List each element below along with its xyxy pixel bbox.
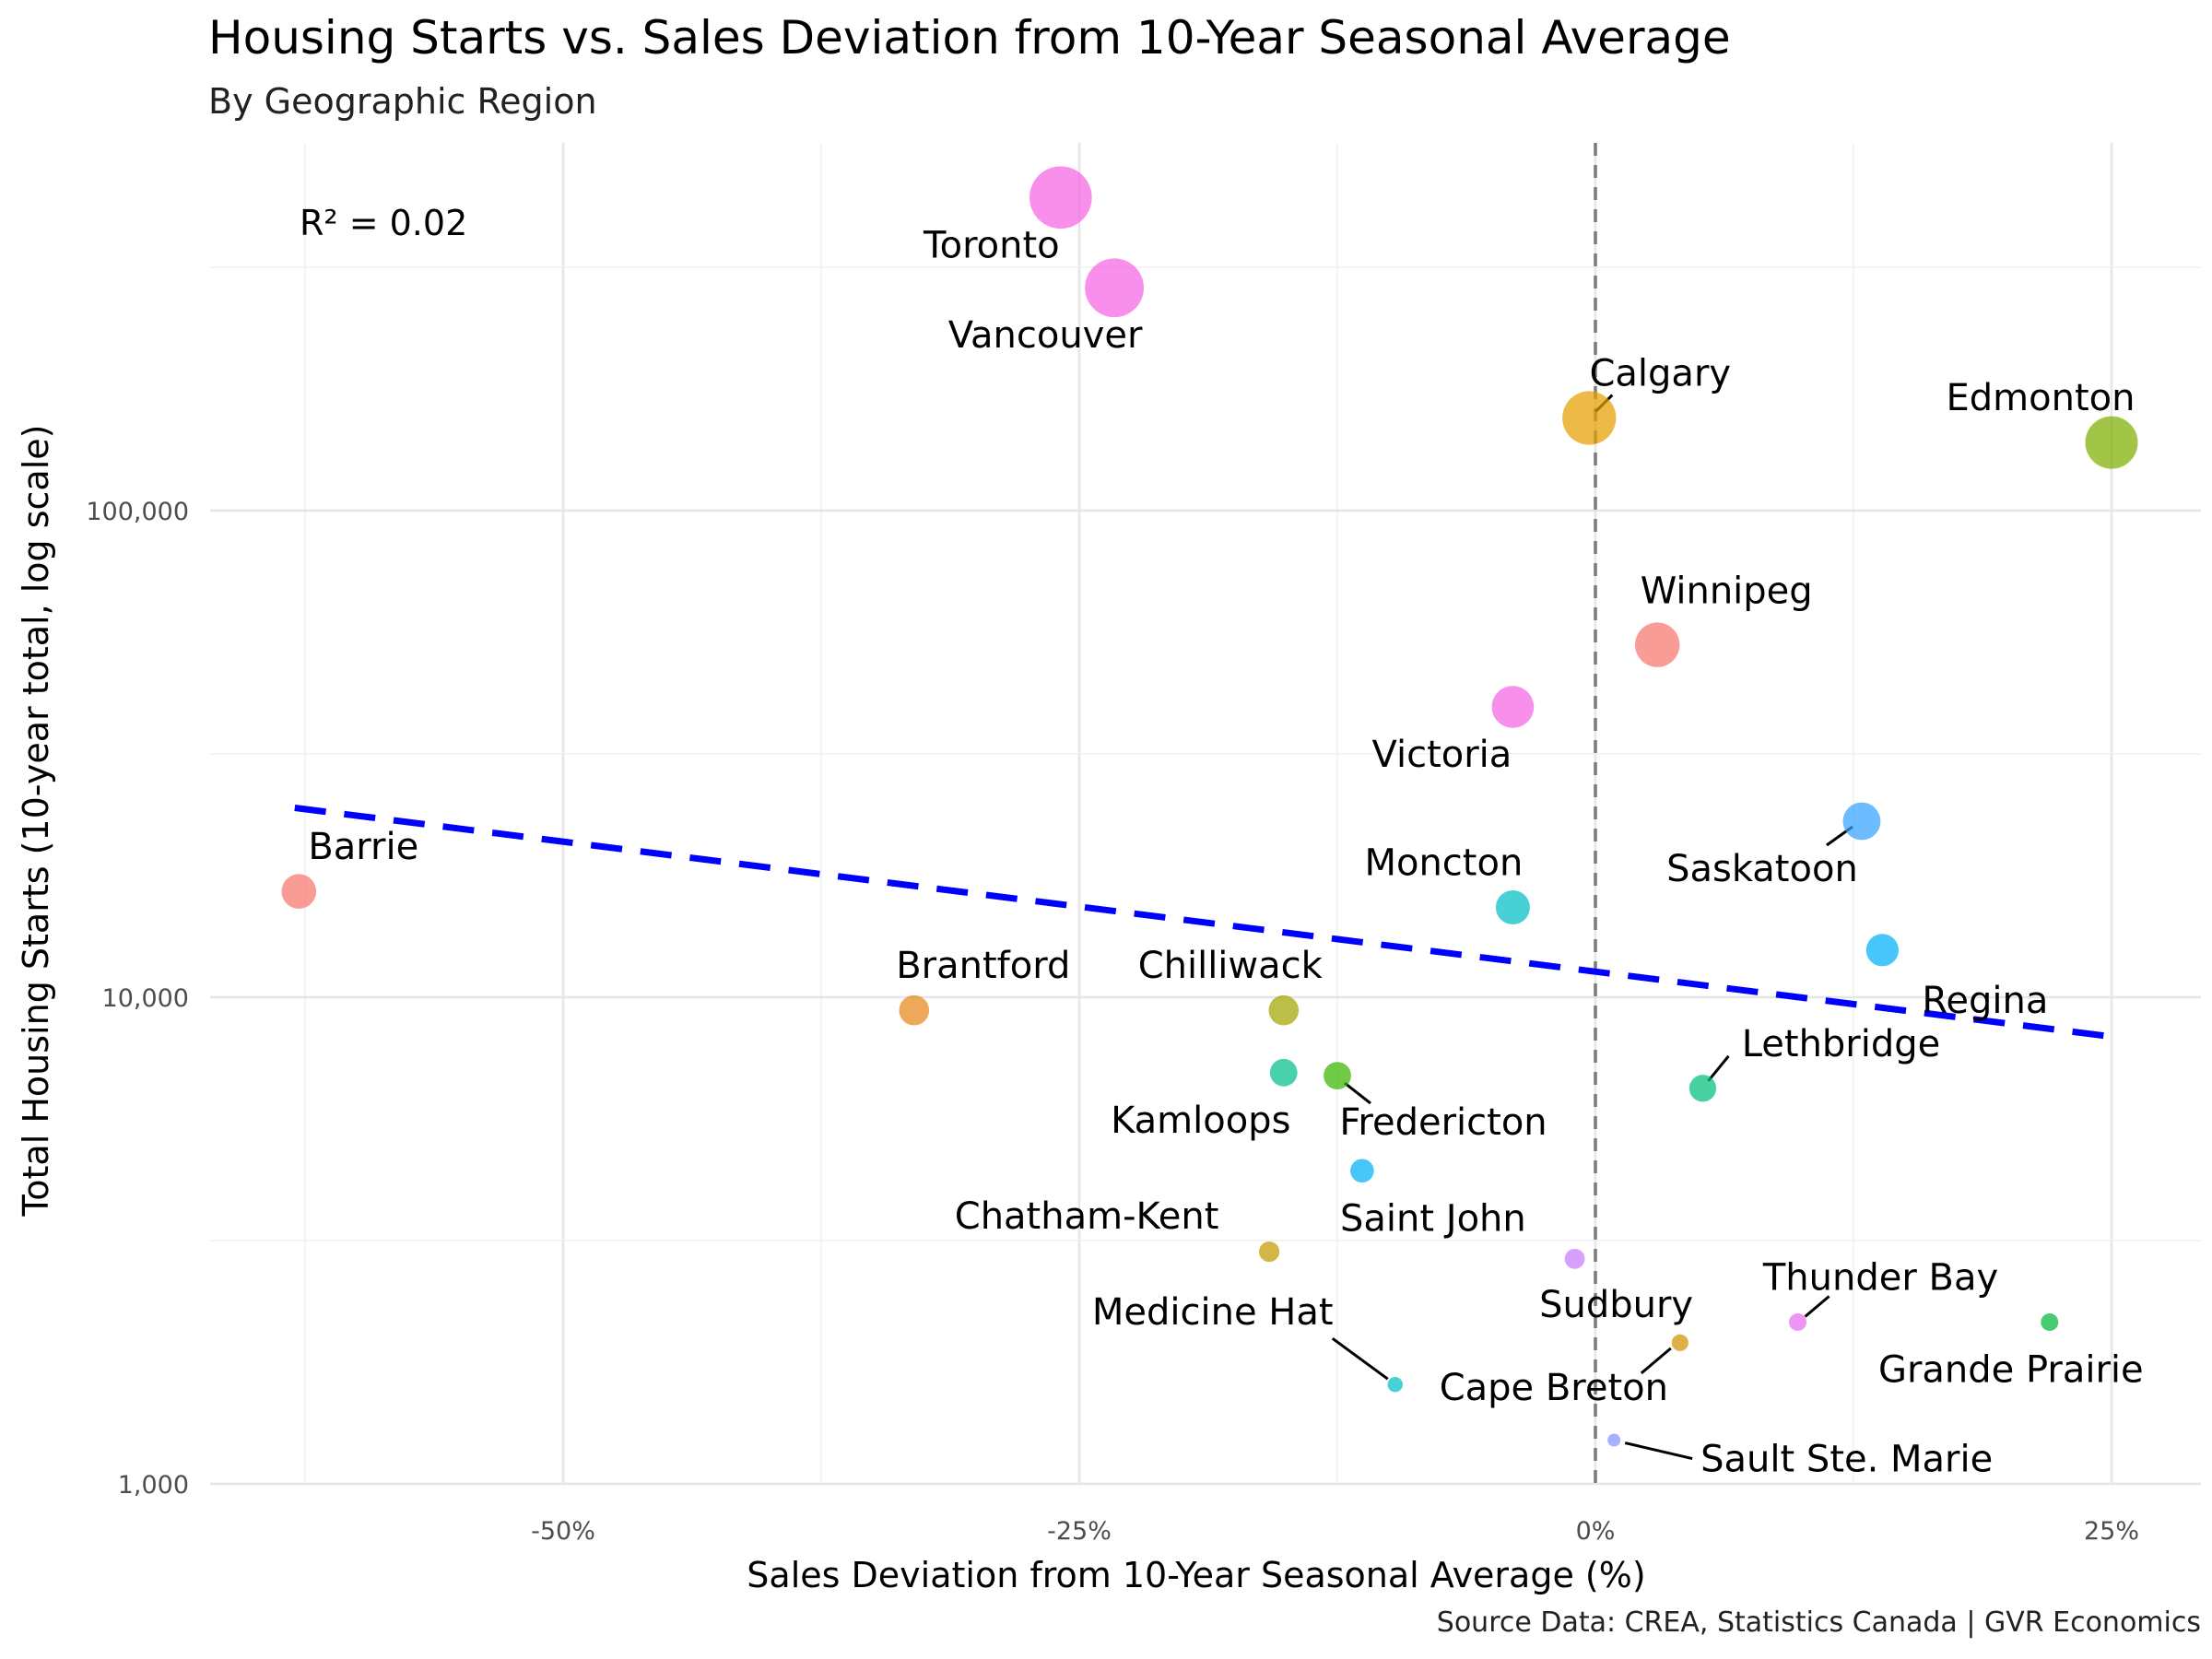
- x-tick-label: 0%: [1576, 1517, 1616, 1546]
- label-calgary: Calgary: [1589, 353, 1731, 395]
- point-saskatoon: [1842, 802, 1881, 841]
- point-lethbridge: [1688, 1075, 1717, 1102]
- y-axis-title: Total Housing Starts (10-year total, log…: [16, 425, 56, 1218]
- r-squared-annotation: R² = 0.02: [300, 203, 467, 243]
- chart-subtitle: By Geographic Region: [208, 81, 597, 122]
- point-edmonton: [2085, 416, 2138, 469]
- leader-line-sault-ste-marie: [1624, 1441, 1693, 1460]
- leader-line-cape-breton: [1640, 1347, 1672, 1375]
- label-grande-prairie: Grande Prairie: [1878, 1348, 2144, 1391]
- point-sault-ste-marie: [1607, 1433, 1621, 1447]
- point-barrie: [281, 874, 317, 909]
- x-axis-title: Sales Deviation from 10-Year Seasonal Av…: [747, 1555, 1645, 1595]
- label-saint-john: Saint John: [1340, 1197, 1526, 1240]
- point-saint-john: [1350, 1159, 1374, 1183]
- label-chatham-kent: Chatham-Kent: [955, 1195, 1219, 1238]
- point-chilliwack: [1268, 994, 1300, 1026]
- leader-line-thunder-bay: [1804, 1295, 1830, 1318]
- label-toronto: Toronto: [923, 224, 1060, 266]
- label-saskatoon: Saskatoon: [1666, 848, 1858, 890]
- label-sudbury: Sudbury: [1539, 1284, 1693, 1326]
- point-medicine-hat: [1387, 1377, 1403, 1393]
- label-barrie: Barrie: [308, 826, 418, 868]
- point-moncton: [1495, 889, 1530, 924]
- leader-line-lethbridge: [1707, 1054, 1730, 1082]
- point-vancouver: [1085, 258, 1144, 318]
- point-regina: [1865, 934, 1899, 967]
- point-labels: Toronto Vancouver Calgary Edmonton Winnipeg V…: [308, 224, 2143, 1480]
- label-regina: Regina: [1922, 980, 2048, 1022]
- label-winnipeg: Winnipeg: [1641, 571, 1813, 613]
- point-calgary: [1562, 391, 1617, 445]
- label-leader-lines: [1331, 394, 1853, 1460]
- point-grande-prairie: [2041, 1312, 2059, 1331]
- y-tick-label: 10,000: [102, 984, 189, 1013]
- point-toronto: [1030, 166, 1092, 229]
- label-cape-breton: Cape Breton: [1440, 1367, 1668, 1409]
- point-thunder-bay: [1789, 1312, 1807, 1331]
- trend-line: [294, 805, 2112, 1041]
- trend-line-layer: [294, 805, 2112, 1041]
- x-tick-label: -50%: [531, 1517, 595, 1546]
- label-vancouver: Vancouver: [948, 314, 1143, 357]
- y-tick-label: 1,000: [118, 1471, 189, 1500]
- label-sault-ste-marie: Sault Ste. Marie: [1700, 1439, 1993, 1481]
- label-moncton: Moncton: [1364, 841, 1523, 884]
- point-sudbury: [1564, 1248, 1585, 1269]
- point-chatham-kent: [1258, 1241, 1280, 1263]
- x-tick-label: 25%: [2084, 1517, 2139, 1546]
- label-medicine-hat: Medicine Hat: [1092, 1291, 1334, 1334]
- label-chilliwack: Chilliwack: [1138, 945, 1324, 987]
- leader-line-fredericton: [1344, 1081, 1371, 1105]
- leader-line-medicine-hat: [1331, 1337, 1389, 1381]
- data-points: [281, 166, 2138, 1447]
- point-fredericton: [1324, 1062, 1351, 1089]
- point-winnipeg: [1635, 622, 1680, 667]
- label-fredericton: Fredericton: [1339, 1101, 1547, 1144]
- label-victoria: Victoria: [1371, 734, 1512, 776]
- label-edmonton: Edmonton: [1947, 377, 2136, 419]
- point-kamloops: [1269, 1058, 1298, 1087]
- label-kamloops: Kamloops: [1111, 1100, 1290, 1142]
- y-tick-label: 100,000: [86, 498, 189, 526]
- axis-ticks: -50% -25% 0% 25% 1,000 10,000 100,000: [86, 498, 2139, 1546]
- source-caption: Source Data: CREA, Statistics Canada | G…: [1436, 1606, 2201, 1639]
- label-lethbridge: Lethbridge: [1742, 1023, 1941, 1065]
- label-brantford: Brantford: [896, 945, 1070, 987]
- point-brantford: [899, 994, 930, 1026]
- label-thunder-bay: Thunder Bay: [1762, 1256, 1998, 1299]
- point-cape-breton: [1671, 1334, 1688, 1351]
- x-tick-label: -25%: [1047, 1517, 1112, 1546]
- chart-title: Housing Starts vs. Sales Deviation from …: [208, 11, 1731, 65]
- point-victoria: [1491, 686, 1535, 728]
